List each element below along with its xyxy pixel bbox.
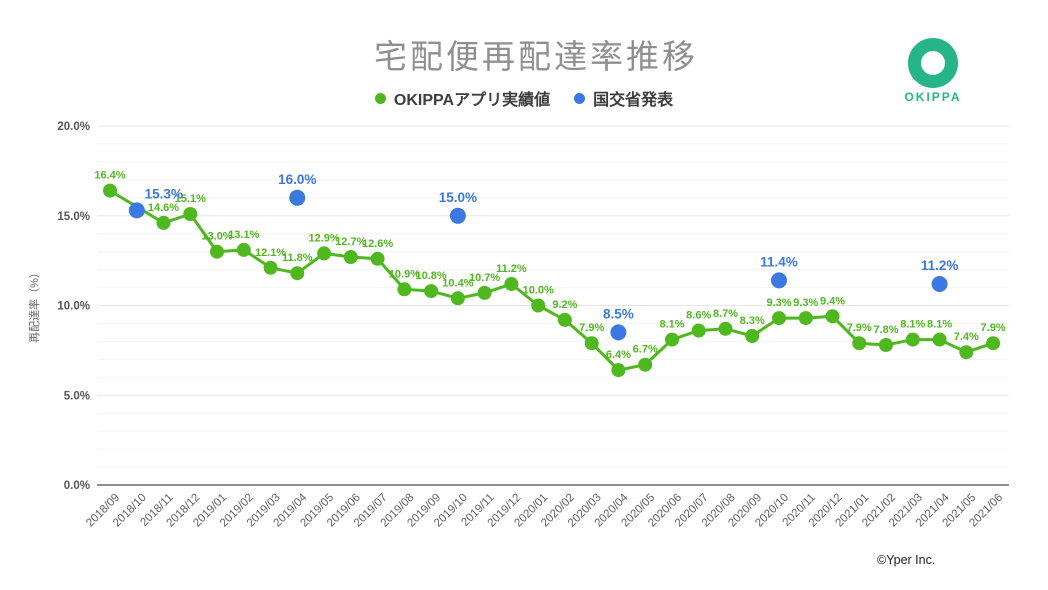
okippa-data-point (718, 321, 733, 336)
okippa-value-label: 8.1% (659, 319, 684, 331)
okippa-value-label: 11.8% (282, 252, 313, 264)
page-title: 宅配便再配達率推移 (374, 38, 698, 75)
mlit-data-point (289, 189, 306, 206)
mlit-data-point (931, 276, 948, 292)
okippa-value-label: 10.7% (469, 272, 500, 284)
mlit-value-label: 15.0% (439, 190, 477, 205)
okippa-data-point (772, 311, 786, 326)
okippa-data-point (343, 250, 358, 264)
okippa-value-label: 6.4% (606, 349, 631, 361)
mlit-data-point (771, 272, 787, 289)
mlit-data-point (610, 324, 627, 341)
okippa-value-label: 7.9% (847, 322, 872, 334)
okippa-value-label: 12.6% (362, 238, 393, 250)
okippa-value-label: 9.4% (820, 295, 845, 307)
y-tick-label: 0.0% (64, 480, 90, 492)
okippa-data-point (290, 266, 305, 281)
okippa-value-label: 8.1% (900, 319, 925, 331)
legend-item-okippa: OKIPPAアプリ実績値 (374, 86, 551, 110)
okippa-data-point (691, 323, 706, 338)
legend-swatch-icon (374, 92, 386, 104)
okippa-data-point (745, 329, 760, 343)
okippa-value-label: 12.7% (335, 236, 366, 248)
okippa-value-label: 12.1% (255, 247, 286, 259)
legend-label: 国交省発表 (593, 92, 674, 109)
okippa-data-point (986, 336, 1001, 351)
okippa-value-label: 9.3% (793, 297, 818, 309)
y-axis-title: 再配達率（%） (27, 267, 41, 343)
okippa-value-label: 12.9% (308, 232, 339, 244)
okippa-data-point (397, 282, 412, 297)
okippa-value-label: 13.0% (201, 231, 232, 243)
okippa-data-point (210, 244, 224, 259)
okippa-value-label: 13.1% (228, 229, 259, 241)
okippa-data-point (424, 284, 439, 299)
okippa-data-point (183, 207, 198, 221)
mlit-value-label: 11.4% (760, 254, 798, 269)
okippa-data-point (236, 242, 251, 257)
mlit-data-point (128, 202, 145, 219)
okippa-data-point (156, 215, 171, 230)
okippa-value-label: 8.3% (740, 315, 765, 327)
okippa-data-point (611, 363, 626, 378)
okippa-value-label: 10.0% (523, 285, 554, 297)
y-tick-label: 5.0% (64, 390, 90, 402)
okippa-value-label: 10.4% (442, 277, 473, 289)
okippa-data-point (932, 332, 947, 347)
legend-item-mlit: 国交省発表 (574, 86, 673, 110)
mlit-value-label: 16.0% (278, 172, 316, 187)
okippa-data-point (879, 338, 893, 352)
okippa-data-point (905, 332, 920, 347)
okippa-data-point (477, 285, 492, 300)
okippa-data-point (825, 309, 840, 324)
mlit-value-label: 11.2% (921, 258, 959, 273)
okippa-value-label: 7.9% (981, 322, 1006, 334)
copyright-text: ©Yper Inc. (877, 553, 936, 567)
mlit-data-point (449, 207, 466, 224)
okippa-data-point (665, 332, 679, 347)
okippa-value-label: 7.8% (873, 324, 898, 336)
okippa-data-point (263, 260, 278, 275)
chart-legend: OKIPPAアプリ実績値 国交省発表 (0, 86, 1048, 110)
okippa-data-point (638, 357, 653, 372)
y-tick-label: 15.0% (57, 211, 90, 223)
okippa-data-point (584, 336, 599, 351)
okippa-wordmark: OKIPPA (904, 90, 962, 104)
okippa-value-label: 14.6% (148, 202, 179, 214)
okippa-data-point (531, 298, 546, 313)
okippa-value-label: 8.6% (686, 310, 711, 322)
okippa-logo: OKIPPA (889, 38, 977, 112)
y-tick-label: 20.0% (57, 121, 90, 133)
okippa-value-label: 8.1% (927, 319, 952, 331)
mlit-value-label: 15.3% (145, 186, 183, 201)
okippa-value-label: 6.7% (633, 344, 658, 356)
okippa-data-point (557, 312, 572, 327)
legend-swatch-icon (574, 92, 586, 104)
mlit-value-label: 8.5% (603, 306, 634, 321)
okippa-value-label: 9.3% (766, 297, 791, 309)
okippa-value-label: 7.4% (954, 331, 979, 343)
okippa-value-label: 7.9% (579, 322, 604, 334)
okippa-data-point (504, 277, 519, 291)
okippa-value-label: 16.4% (94, 170, 125, 182)
okippa-data-point (370, 251, 385, 266)
okippa-value-label: 10.9% (389, 268, 420, 280)
legend-label: OKIPPAアプリ実績値 (393, 92, 551, 109)
okippa-data-point (798, 311, 813, 326)
y-tick-label: 10.0% (57, 301, 90, 313)
okippa-value-label: 8.7% (713, 308, 738, 320)
okippa-value-label: 10.8% (415, 270, 446, 282)
okippa-value-label: 9.2% (552, 299, 577, 311)
okippa-data-point (450, 291, 465, 306)
okippa-value-label: 15.1% (175, 193, 206, 205)
okippa-data-point (959, 345, 974, 360)
okippa-data-point (103, 183, 117, 198)
okippa-value-label: 11.2% (496, 263, 527, 275)
okippa-data-point (852, 336, 867, 351)
okippa-data-point (317, 246, 332, 261)
